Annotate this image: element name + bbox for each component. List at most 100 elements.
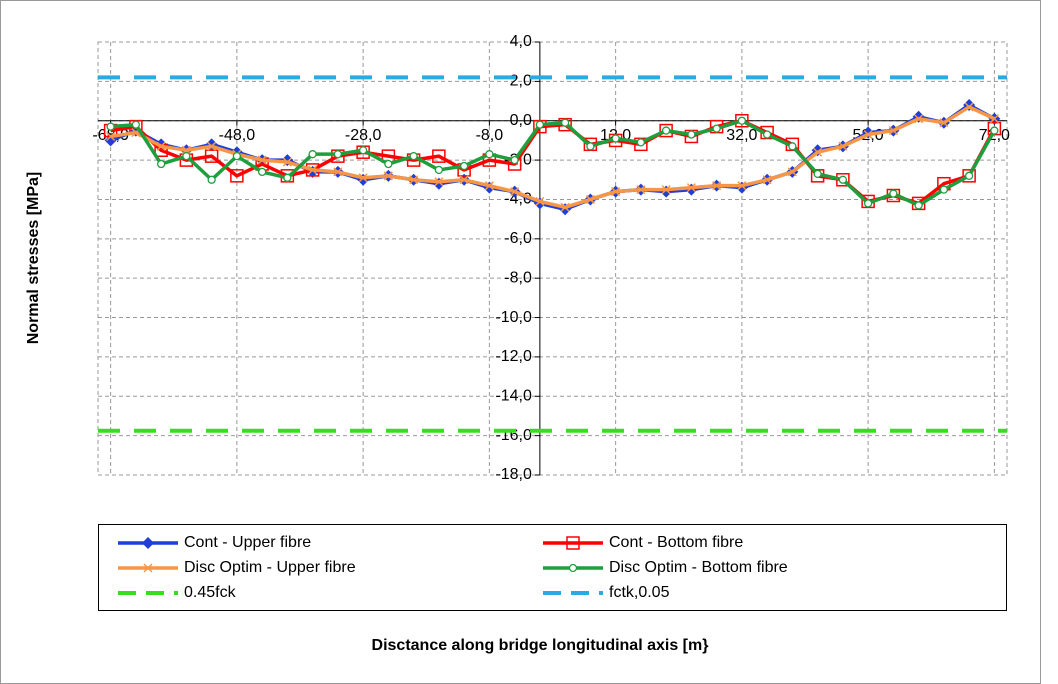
legend-marker bbox=[142, 537, 154, 549]
point bbox=[914, 201, 923, 210]
point bbox=[510, 187, 520, 197]
point bbox=[611, 134, 620, 143]
point bbox=[156, 141, 166, 151]
point bbox=[661, 126, 671, 135]
point bbox=[106, 131, 116, 142]
y-tick-label: 4,0 bbox=[510, 33, 532, 50]
point bbox=[712, 181, 722, 191]
point bbox=[384, 159, 393, 169]
point bbox=[762, 175, 772, 185]
point bbox=[962, 169, 976, 183]
legend-label: 0.45fck bbox=[184, 584, 237, 601]
point bbox=[964, 102, 974, 112]
point bbox=[813, 147, 823, 157]
point bbox=[106, 122, 115, 131]
point bbox=[737, 116, 747, 125]
point bbox=[383, 171, 393, 181]
point bbox=[989, 114, 999, 124]
point bbox=[611, 187, 621, 197]
point bbox=[939, 185, 949, 194]
legend-label: Disc Optim - Bottom fibre bbox=[609, 559, 788, 576]
legend-label: fctk,0.05 bbox=[609, 584, 670, 601]
point bbox=[154, 143, 168, 157]
point bbox=[535, 196, 545, 206]
y-axis-label: Normal stresses [MPa] bbox=[25, 172, 42, 345]
point bbox=[560, 202, 570, 212]
point bbox=[308, 165, 318, 175]
point bbox=[230, 169, 244, 183]
point bbox=[838, 175, 848, 184]
legend-marker bbox=[568, 563, 578, 573]
point bbox=[687, 130, 696, 139]
point bbox=[204, 149, 219, 163]
legend-marker bbox=[566, 536, 580, 550]
point bbox=[257, 167, 267, 177]
point bbox=[432, 149, 446, 163]
point bbox=[813, 169, 822, 179]
x-axis-label: Disctance along bridge longitudinal axis… bbox=[372, 637, 709, 654]
y-tick-label: -8,0 bbox=[504, 269, 532, 286]
point bbox=[838, 141, 848, 151]
point bbox=[939, 118, 949, 128]
legend-marker bbox=[143, 563, 153, 573]
point bbox=[333, 150, 343, 159]
point bbox=[889, 189, 898, 198]
y-tick-label: -6,0 bbox=[504, 230, 532, 247]
plot-border bbox=[97, 41, 1008, 476]
point bbox=[636, 185, 646, 195]
point bbox=[787, 167, 797, 177]
point bbox=[914, 114, 924, 124]
point bbox=[964, 171, 974, 180]
y-tick-label: -14,0 bbox=[495, 387, 532, 404]
point bbox=[459, 175, 469, 185]
point bbox=[282, 157, 292, 167]
point bbox=[737, 181, 747, 191]
point bbox=[232, 152, 242, 161]
point bbox=[712, 124, 721, 133]
point bbox=[131, 120, 141, 129]
point bbox=[207, 141, 217, 151]
point bbox=[560, 118, 570, 127]
point bbox=[888, 126, 898, 136]
point bbox=[585, 194, 595, 204]
point bbox=[735, 113, 749, 128]
x-tick-label: -8,0 bbox=[476, 127, 504, 144]
point bbox=[308, 150, 317, 159]
point bbox=[257, 155, 267, 165]
point bbox=[358, 146, 368, 155]
point bbox=[182, 152, 191, 161]
point bbox=[409, 175, 419, 185]
series-line bbox=[110, 105, 996, 210]
y-tick-label: -10,0 bbox=[495, 309, 532, 326]
x-tick-label: 32,0 bbox=[726, 127, 757, 144]
point bbox=[863, 199, 873, 208]
point bbox=[485, 150, 494, 159]
point bbox=[661, 185, 671, 195]
point bbox=[358, 173, 368, 183]
y-tick-label: 0,0 bbox=[510, 112, 532, 129]
point bbox=[990, 126, 999, 135]
legend-label: Cont - Upper fibre bbox=[184, 534, 311, 551]
point bbox=[156, 159, 166, 169]
point bbox=[686, 183, 696, 193]
point bbox=[459, 161, 469, 171]
point bbox=[181, 145, 191, 155]
point bbox=[434, 177, 444, 187]
point bbox=[788, 142, 797, 151]
legend-label: Cont - Bottom fibre bbox=[609, 534, 743, 551]
point bbox=[484, 181, 494, 191]
point bbox=[207, 175, 216, 184]
point bbox=[434, 165, 444, 175]
point bbox=[510, 155, 519, 165]
point bbox=[333, 167, 343, 177]
point bbox=[636, 138, 646, 147]
point bbox=[535, 120, 545, 129]
y-tick-label: -12,0 bbox=[495, 348, 532, 365]
legend-label: Disc Optim - Upper fibre bbox=[184, 559, 356, 576]
point bbox=[586, 142, 595, 151]
x-tick-label: -28,0 bbox=[345, 127, 382, 144]
point bbox=[283, 173, 292, 182]
point bbox=[863, 129, 873, 140]
series-line bbox=[110, 118, 996, 208]
